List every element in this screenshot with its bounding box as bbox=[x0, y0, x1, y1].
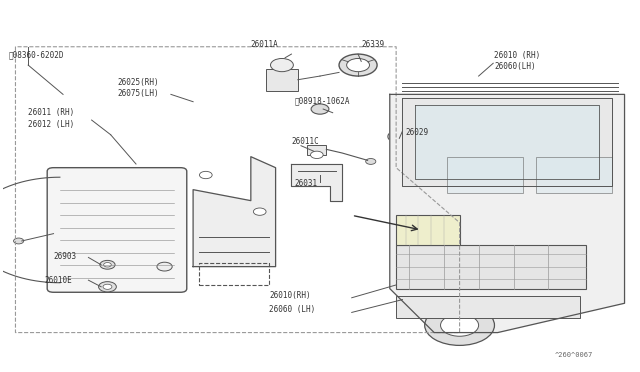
Circle shape bbox=[200, 171, 212, 179]
Text: 26025(RH): 26025(RH) bbox=[117, 78, 159, 87]
Text: 26011 (RH): 26011 (RH) bbox=[28, 108, 74, 116]
Bar bbox=[396, 245, 586, 289]
Circle shape bbox=[388, 130, 411, 143]
Bar bbox=[447, 157, 523, 193]
Circle shape bbox=[394, 133, 405, 140]
Bar bbox=[307, 145, 326, 155]
Circle shape bbox=[100, 260, 115, 269]
Circle shape bbox=[13, 238, 24, 244]
Circle shape bbox=[311, 104, 329, 114]
Circle shape bbox=[365, 158, 376, 164]
Polygon shape bbox=[415, 105, 599, 179]
Text: 26903: 26903 bbox=[54, 252, 77, 261]
Text: 26029: 26029 bbox=[406, 128, 429, 137]
Circle shape bbox=[310, 151, 323, 158]
Circle shape bbox=[157, 262, 172, 271]
Text: 26075(LH): 26075(LH) bbox=[117, 89, 159, 98]
Text: 26010E: 26010E bbox=[44, 276, 72, 285]
Circle shape bbox=[339, 54, 377, 76]
Text: 26012 (LH): 26012 (LH) bbox=[28, 121, 74, 129]
Text: 26031: 26031 bbox=[294, 179, 317, 188]
Circle shape bbox=[425, 305, 495, 346]
Polygon shape bbox=[291, 164, 342, 201]
FancyBboxPatch shape bbox=[47, 168, 187, 292]
Polygon shape bbox=[390, 94, 625, 333]
Polygon shape bbox=[193, 157, 276, 267]
Circle shape bbox=[104, 263, 111, 267]
Circle shape bbox=[347, 58, 369, 72]
Text: 26060 (LH): 26060 (LH) bbox=[269, 305, 316, 314]
Text: 26011A: 26011A bbox=[250, 40, 278, 49]
Text: 26339: 26339 bbox=[361, 40, 385, 49]
Text: Ⓝ08360-6202D: Ⓝ08360-6202D bbox=[9, 51, 65, 60]
Text: 26010 (RH): 26010 (RH) bbox=[495, 51, 541, 60]
Circle shape bbox=[103, 284, 112, 289]
Circle shape bbox=[271, 58, 293, 72]
Text: 26011C: 26011C bbox=[291, 137, 319, 146]
Text: 26010(RH): 26010(RH) bbox=[269, 291, 311, 300]
Bar bbox=[396, 296, 580, 318]
Bar bbox=[266, 69, 298, 91]
Bar bbox=[536, 157, 612, 193]
Text: 26060(LH): 26060(LH) bbox=[495, 62, 536, 71]
Text: ^260^0067: ^260^0067 bbox=[555, 352, 593, 357]
Text: Ⓞ08918-1062A: Ⓞ08918-1062A bbox=[294, 97, 350, 106]
Circle shape bbox=[253, 208, 266, 215]
Bar bbox=[396, 215, 460, 245]
Circle shape bbox=[440, 314, 479, 336]
Circle shape bbox=[99, 282, 116, 292]
Polygon shape bbox=[403, 98, 612, 186]
